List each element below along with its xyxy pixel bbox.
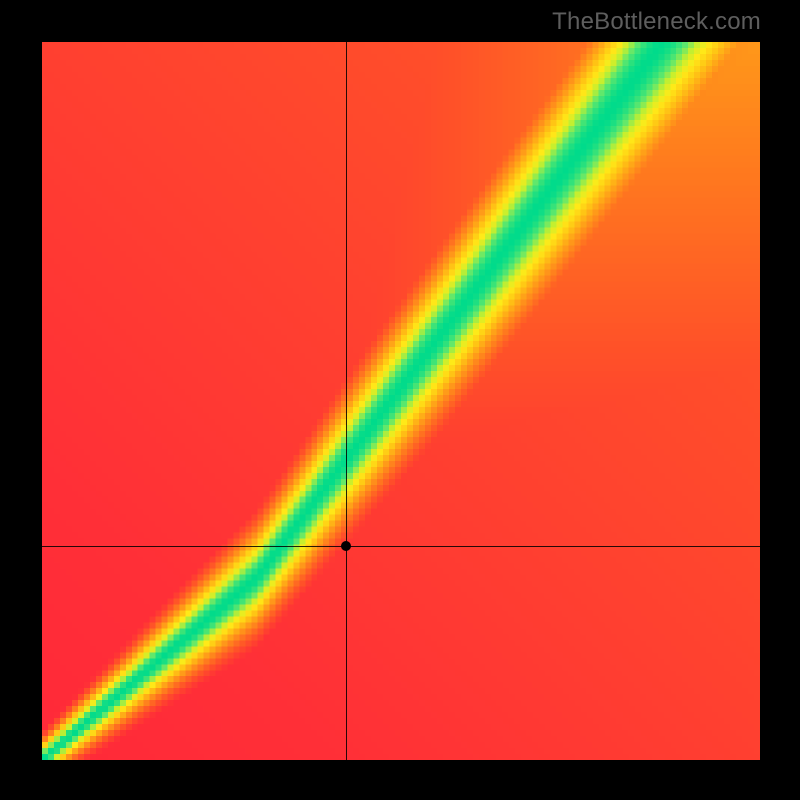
heatmap-canvas xyxy=(42,42,760,760)
watermark-text: TheBottleneck.com xyxy=(552,8,761,36)
crosshair-horizontal xyxy=(42,546,760,547)
crosshair-vertical xyxy=(346,42,347,760)
bottleneck-chart: TheBottleneck.com xyxy=(0,0,800,800)
